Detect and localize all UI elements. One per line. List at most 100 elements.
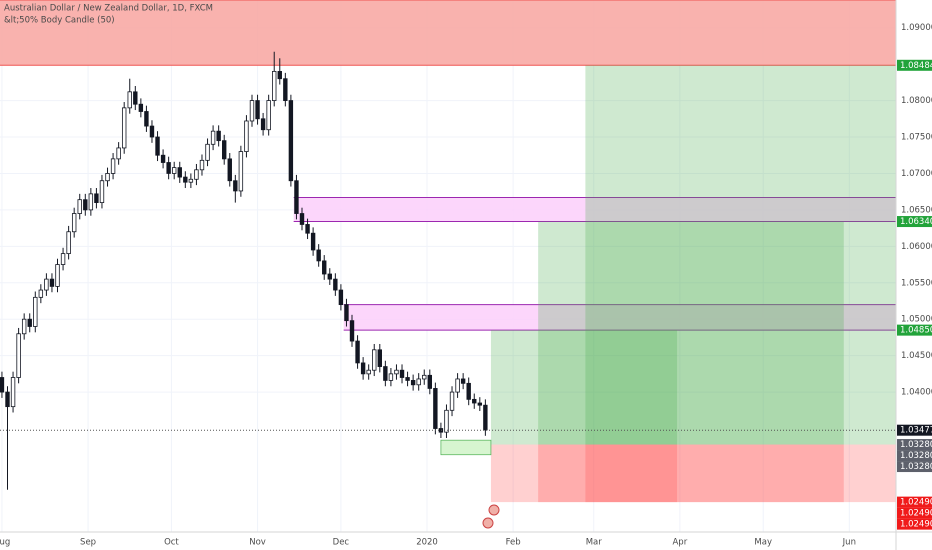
candle-body <box>88 193 94 211</box>
y-tick-label: 1.06500 <box>901 205 932 215</box>
candle-body <box>177 167 182 178</box>
candle-body <box>394 369 399 375</box>
candle-body <box>333 278 338 291</box>
price-label-bg <box>897 216 932 228</box>
candle-body <box>27 318 32 327</box>
loss-zone <box>585 444 896 503</box>
candle-body <box>116 147 121 160</box>
price-label-bg <box>897 496 932 508</box>
price-label: 1.08484 <box>900 61 932 71</box>
candle-body <box>0 377 5 393</box>
candle-body <box>288 100 294 182</box>
candle-body <box>199 159 205 171</box>
x-tick-label: Apr <box>672 538 687 548</box>
y-tick-label: 1.07000 <box>901 169 932 179</box>
candle-body <box>438 428 444 433</box>
candle-body <box>399 369 405 378</box>
y-tick-label: 1.04000 <box>901 388 932 398</box>
candle-body <box>149 125 155 138</box>
candle-body <box>255 100 260 120</box>
candle-body <box>60 253 66 265</box>
x-tick-label: May <box>754 538 772 548</box>
x-tick-label: Nov <box>249 538 266 548</box>
x-tick-label: Feb <box>506 538 521 548</box>
candle-body <box>316 249 321 262</box>
candle-body <box>138 103 144 112</box>
candle-body <box>205 143 210 161</box>
candle-body <box>283 78 288 101</box>
candle-body <box>16 333 21 378</box>
candle-body <box>121 107 127 149</box>
x-tick-label: Sep <box>80 538 96 548</box>
x-tick-label: Dec <box>333 538 350 548</box>
candle-body <box>233 180 238 192</box>
price-label: 1.03477 <box>900 426 932 436</box>
candle-body <box>366 369 371 375</box>
candle-body <box>344 304 349 322</box>
candle-body <box>77 199 82 214</box>
candle-body <box>49 278 55 287</box>
candle-body <box>455 378 460 393</box>
candle-body <box>405 377 410 381</box>
price-label-bg <box>897 461 932 473</box>
y-tick-label: 1.05000 <box>901 315 932 325</box>
candle-body <box>372 349 377 371</box>
x-tick-label: Jun <box>842 538 856 548</box>
price-label: 1.03280 <box>900 451 932 461</box>
candle-body <box>272 71 277 101</box>
y-tick-label: 1.07500 <box>901 133 932 143</box>
y-tick-label: 1.05500 <box>901 278 932 288</box>
price-label-bg <box>897 324 932 336</box>
candle-body <box>33 296 38 327</box>
candle-body <box>460 378 466 384</box>
x-tick-label: 2020 <box>416 538 438 548</box>
candle-body <box>427 374 433 389</box>
candle-body <box>44 278 49 291</box>
price-label-bg <box>897 439 932 451</box>
y-tick-label: 1.09000 <box>901 23 932 33</box>
candle-body <box>10 377 16 408</box>
profit-zone <box>490 330 678 445</box>
indicator-title: &lt;50% Body Candle (50) <box>4 16 115 26</box>
y-tick-label: 1.08000 <box>901 96 932 106</box>
x-tick-label: Aug <box>0 538 10 548</box>
candle-body <box>227 158 232 182</box>
candle-body <box>449 391 455 411</box>
candle-body <box>388 373 394 381</box>
price-label-bg <box>897 424 932 436</box>
candle-body <box>338 289 344 306</box>
candle-body <box>66 231 71 255</box>
candle-body <box>260 118 266 131</box>
candle-body <box>360 362 366 375</box>
event-icon <box>482 517 494 529</box>
price-label: 1.06340 <box>900 217 932 227</box>
loss-zone <box>490 444 678 503</box>
overlay: 1.04000 1.04500 1.05000 1.05500 1.06000 1.065… <box>0 23 932 548</box>
y-tick-label: 1.06000 <box>901 242 932 252</box>
candle-body <box>216 130 221 142</box>
candle-body <box>99 180 105 203</box>
candle-body <box>188 178 194 183</box>
candle-body <box>322 260 327 275</box>
price-label: 1.03280 <box>900 440 932 450</box>
candle-body <box>160 154 166 163</box>
price-label-bg <box>897 507 932 519</box>
box <box>440 439 492 456</box>
candle-body <box>433 388 438 429</box>
profit-zone <box>585 65 896 445</box>
candle-body <box>38 289 44 298</box>
zone <box>0 0 896 66</box>
zone <box>293 197 896 222</box>
price-label: 1.02490 <box>900 520 932 530</box>
candle-body <box>466 382 471 400</box>
candle-body <box>244 120 249 152</box>
price-label-bg <box>897 59 932 71</box>
candle-body <box>171 167 177 174</box>
candle-body <box>21 318 27 335</box>
candle-body <box>422 374 427 380</box>
candle-body <box>210 130 216 145</box>
candle-body <box>238 151 244 192</box>
